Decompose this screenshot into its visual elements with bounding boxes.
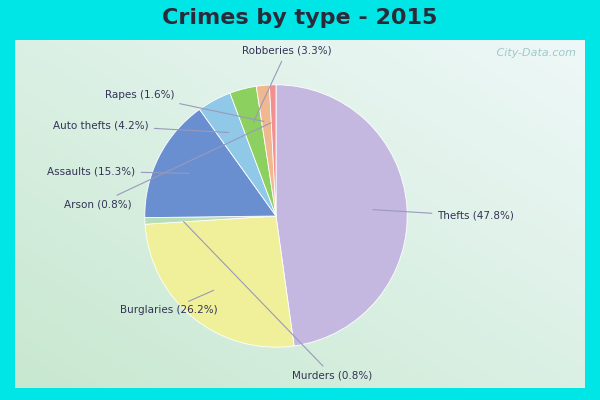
Text: Burglaries (26.2%): Burglaries (26.2%) (119, 290, 217, 315)
Text: Crimes by type - 2015: Crimes by type - 2015 (163, 8, 437, 28)
Text: City-Data.com: City-Data.com (493, 48, 576, 58)
Wedge shape (200, 93, 276, 216)
Text: Auto thefts (4.2%): Auto thefts (4.2%) (53, 120, 229, 132)
Text: Assaults (15.3%): Assaults (15.3%) (47, 166, 189, 176)
Text: Arson (0.8%): Arson (0.8%) (64, 123, 271, 209)
Text: Murders (0.8%): Murders (0.8%) (184, 222, 373, 381)
Wedge shape (145, 216, 294, 347)
Wedge shape (256, 85, 276, 216)
Wedge shape (145, 216, 276, 224)
Wedge shape (145, 109, 276, 218)
Text: Robberies (3.3%): Robberies (3.3%) (242, 46, 331, 122)
Text: Rapes (1.6%): Rapes (1.6%) (106, 90, 264, 122)
Text: Thefts (47.8%): Thefts (47.8%) (373, 210, 514, 221)
Wedge shape (276, 85, 407, 346)
Wedge shape (269, 85, 276, 216)
Wedge shape (230, 86, 276, 216)
